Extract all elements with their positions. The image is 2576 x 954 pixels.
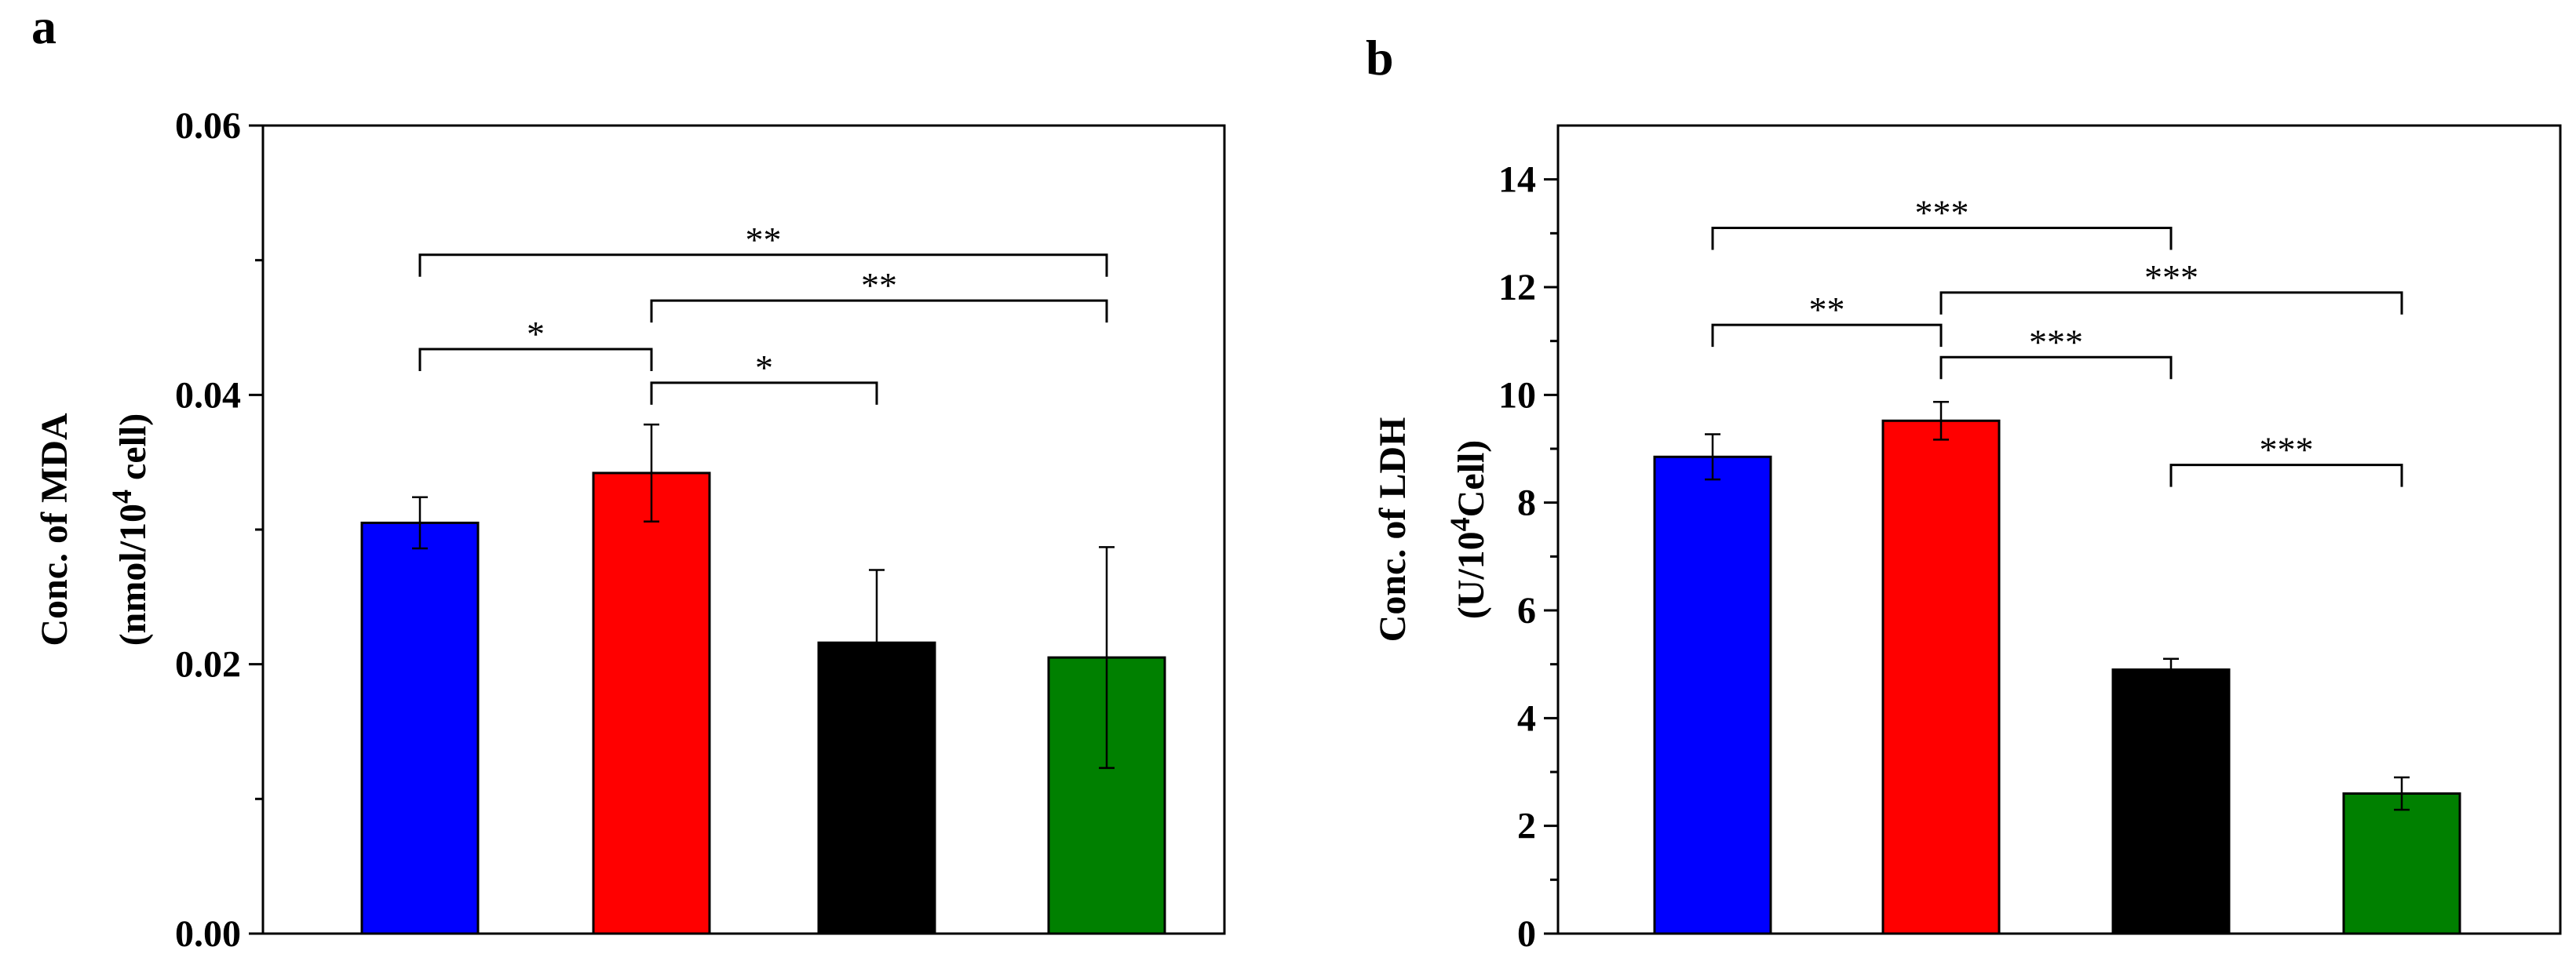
y-tick-label: 10 (1498, 374, 1536, 416)
significance-label: *** (2260, 430, 2314, 470)
y-axis-label-line1: Conc. of MDA (34, 413, 75, 646)
significance-bracket (650, 381, 878, 405)
panel-letter: b (1366, 30, 1394, 86)
bar (1881, 419, 2001, 935)
significance-bracket (418, 253, 1108, 277)
panel-letter: a (31, 0, 57, 54)
y-tick-label: 6 (1517, 590, 1536, 632)
y-axis-label-superscript: 4 (106, 490, 137, 504)
significance-bracket (1939, 291, 2403, 315)
y-tick-label: 0.02 (175, 644, 241, 686)
significance-label: *** (2144, 257, 2198, 297)
y-tick-label: 0 (1517, 913, 1536, 954)
bar (592, 472, 711, 935)
y-axis-label-superscript: 4 (1444, 517, 1476, 531)
y-tick-label: 0.06 (175, 105, 241, 147)
significance-label: * (755, 348, 773, 388)
y-tick-label: 8 (1517, 482, 1536, 524)
bar (1653, 455, 1772, 935)
bar (360, 521, 480, 935)
plot-frame (1556, 124, 2562, 935)
y-axis-label-line1: Conc. of LDH (1372, 417, 1414, 643)
panel-a: a Conc. of MDA (nmol/104 cell) 0.00 0.02 0.04… (31, 0, 1226, 954)
y-axis-label-line2: (U/104Cell) (1444, 440, 1492, 620)
y-axis-label-unit: (nmol/10 (112, 504, 154, 646)
bar (2111, 668, 2231, 935)
significance-bracket (1711, 323, 1943, 348)
y-tick-label: 2 (1517, 806, 1536, 847)
significance-bracket (1711, 226, 2173, 250)
y-axis-label-line2: (nmol/104 cell) (106, 413, 154, 646)
y-tick-label: 0.00 (175, 913, 241, 954)
significance-label: * (527, 314, 545, 354)
y-axis-label-suffix: Cell) (1450, 440, 1492, 518)
y-axis-label-suffix: cell) (112, 413, 154, 490)
significance-label: *** (2029, 322, 2083, 362)
significance-bracket (650, 299, 1108, 323)
significance-bracket (2169, 464, 2403, 487)
y-axis-label-unit: (U/10 (1450, 531, 1492, 619)
significance-label: ** (1809, 289, 1845, 330)
significance-bracket (1939, 355, 2173, 380)
y-tick-label: 12 (1498, 267, 1536, 308)
significance-label: ** (861, 265, 897, 305)
y-tick-label: 0.04 (175, 374, 241, 416)
bar (2342, 792, 2461, 935)
significance-label: *** (1915, 192, 1969, 232)
y-tick-label: 4 (1517, 697, 1536, 739)
y-tick-label: 14 (1498, 159, 1536, 201)
significance-label: ** (746, 220, 782, 260)
significance-bracket (418, 348, 653, 371)
